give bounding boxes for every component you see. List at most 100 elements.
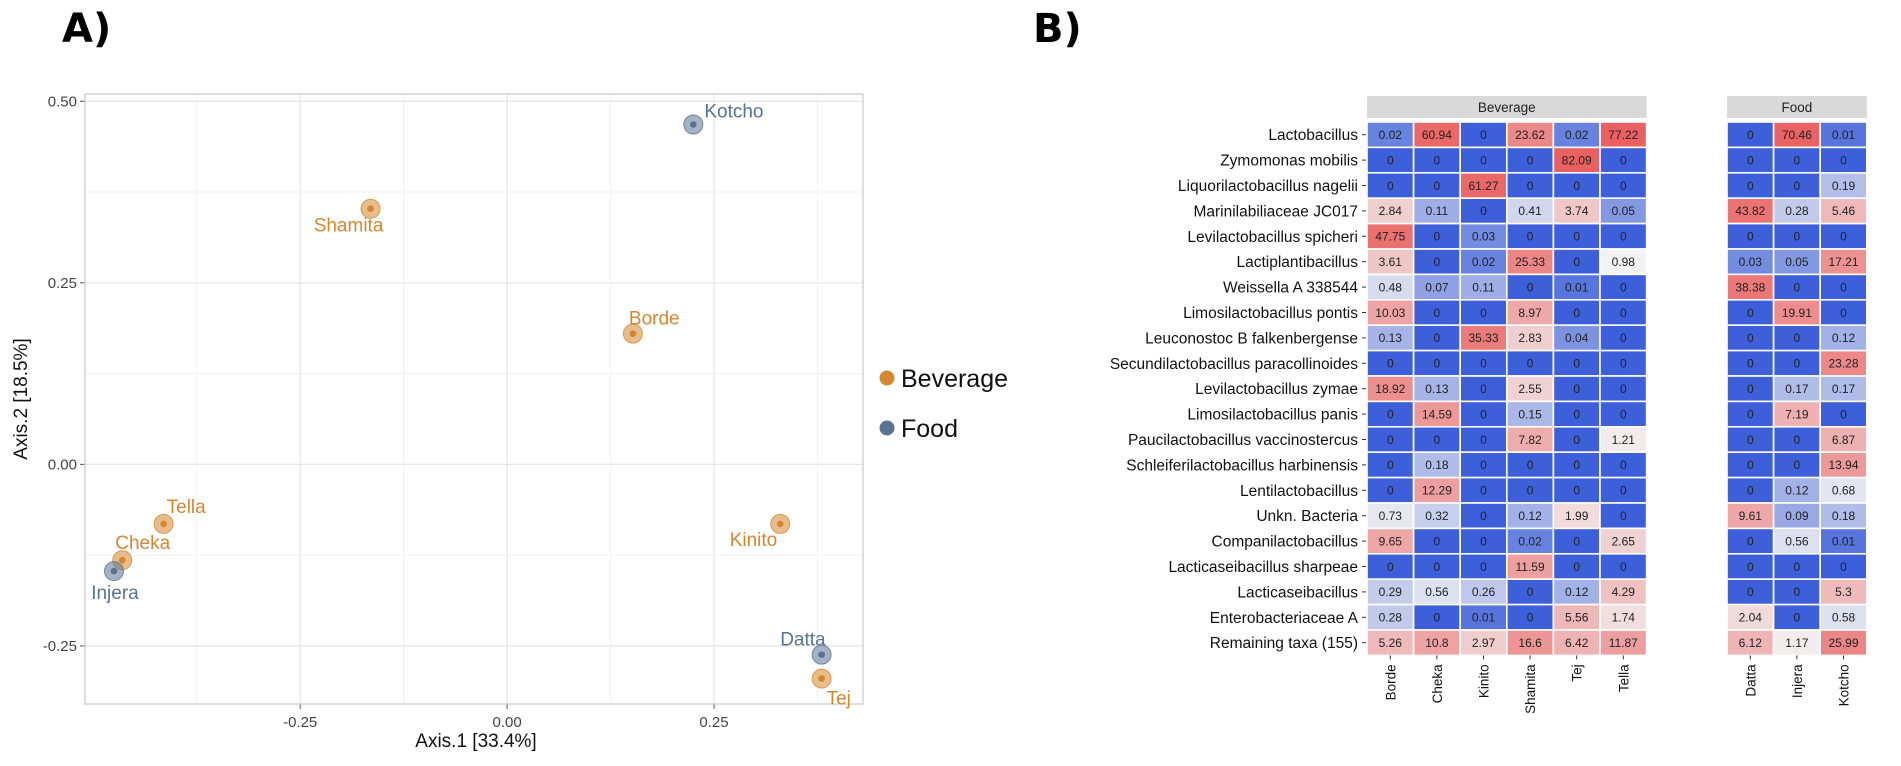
heatmap-cell-value: 0 [1527,611,1534,625]
heatmap-cell-value: 0 [1620,280,1627,294]
heatmap-cell [1506,222,1555,250]
heatmap-cell-value: 0 [1620,509,1627,523]
heatmap-cell-value: 8.97 [1518,306,1542,320]
heatmap-cell-value: 0 [1387,458,1394,472]
row-label: Lentilactobacillus [1240,483,1358,500]
heatmap-cell-value: 0.48 [1379,280,1403,294]
heatmap-cell-value: 0 [1434,611,1441,625]
heatmap-cell-value: 0 [1747,331,1754,345]
point-kinito [776,520,784,528]
heatmap-cell [1412,197,1461,225]
point-borde [629,330,637,337]
heatmap-cell-value: 0 [1527,585,1534,599]
heatmap-cell [1772,527,1821,555]
heatmap-cell-value: 0.02 [1472,255,1496,269]
legend-label-food: Food [901,415,958,443]
heatmap-cell-value: 0 [1747,560,1754,574]
heatmap-cell-value: 38.38 [1735,280,1765,294]
heatmap-cell-value: 0 [1527,230,1534,244]
heatmap-cell-value: 0 [1620,382,1627,396]
heatmap-cell [1552,425,1601,453]
heatmap-cell [1772,603,1821,631]
heatmap-cell-value: 35.33 [1468,331,1498,345]
heatmap-cell-value: 0 [1747,433,1754,447]
heatmap-cell [1552,172,1601,200]
heatmap-cell-value: 0 [1573,179,1580,193]
x-tick-label: 0.00 [493,714,522,731]
heatmap-cell-value: 0 [1480,382,1487,396]
heatmap-cell-value: 0 [1434,433,1441,447]
heatmap-cell-value: 5.46 [1832,204,1856,218]
heatmap-cell-value: 0 [1527,179,1534,193]
heatmap-cell-value: 0.29 [1379,585,1403,599]
legend-label-beverage: Beverage [901,365,1008,393]
heatmap-cell [1726,451,1775,479]
row-label: Enterobacteriaceae A [1210,610,1359,627]
row-label: Weissella A 338544 [1223,280,1358,297]
heatmap-cell-value: 0.12 [1785,484,1809,498]
x-tick-label: -0.25 [283,714,317,731]
heatmap-cell [1506,502,1555,530]
heatmap-cell-value: 0 [1573,534,1580,548]
heatmap-cell-value: 0 [1387,153,1394,167]
heatmap-cell-value: 2.84 [1379,204,1403,218]
heatmap-cell [1459,603,1508,631]
heatmap-cell [1599,248,1648,276]
facet-label-food: Food [1782,100,1813,115]
heatmap-cell-value: 0.12 [1832,331,1856,345]
heatmap-cell-value: 0 [1620,331,1627,345]
heatmap-cell-value: 0.32 [1425,509,1449,523]
heatmap-cell-value: 0 [1527,357,1534,371]
heatmap-cell-value: 0.01 [1832,128,1856,142]
heatmap-cell-value: 7.82 [1518,433,1542,447]
heatmap-cell-value: 0 [1794,230,1801,244]
heatmap-cell-value: 0.28 [1379,611,1403,625]
heatmap-cell-value: 5.3 [1835,585,1852,599]
heatmap-cell [1366,298,1415,326]
row-label: Levilactobacillus zymae [1195,381,1358,398]
point-label-datta: Datta [780,630,826,651]
y-tick-label: -0.25 [43,638,77,655]
row-label: Schleiferilactobacillus harbinensis [1126,457,1358,474]
heatmap-cell [1599,629,1648,657]
row-label: Lactobacillus [1268,127,1358,144]
column-label-cheka: Cheka [1430,664,1445,704]
heatmap-cell-value: 0 [1573,382,1580,396]
plot-background [85,94,863,704]
heatmap-cell-value: 0 [1794,585,1801,599]
heatmap-cell [1599,527,1648,555]
heatmap-cell-value: 0.68 [1832,484,1856,498]
heatmap-cell-value: 0.05 [1785,255,1809,269]
heatmap-cell [1599,324,1648,352]
point-label-tej: Tej [827,689,851,710]
heatmap-cell-value: 0.18 [1425,458,1449,472]
heatmap-cell-value: 0.19 [1832,179,1856,193]
heatmap-cell-value: 0 [1840,153,1847,167]
heatmap-cell [1459,527,1508,555]
heatmap-cell-value: 82.09 [1562,153,1592,167]
heatmap-cell-value: 0.17 [1832,382,1856,396]
heatmap-cell-value: 0.04 [1565,331,1589,345]
heatmap-cell-value: 0 [1573,357,1580,371]
heatmap-cell [1599,298,1648,326]
heatmap-cell-value: 0 [1794,179,1801,193]
heatmap-cell-value: 0.11 [1426,204,1449,218]
heatmap-cell [1412,425,1461,453]
heatmap-cell [1819,324,1868,352]
heatmap-cell [1459,298,1508,326]
column-label-kotcho: Kotcho [1837,664,1852,706]
heatmap-cell [1819,451,1868,479]
heatmap-cell-value: 0 [1527,484,1534,498]
heatmap-cell [1599,349,1648,377]
heatmap-cell-value: 0 [1480,433,1487,447]
heatmap-cell-value: 0 [1573,560,1580,574]
heatmap-cell [1726,172,1775,200]
row-label: Companilactobacillus [1212,534,1359,551]
heatmap-cell-value: 0 [1620,153,1627,167]
heatmap-cell-value: 0 [1573,433,1580,447]
heatmap-cell-value: 0.41 [1518,204,1542,218]
heatmap-cell [1366,375,1415,403]
heatmap-cell-value: 9.61 [1739,509,1763,523]
heatmap-cell-value: 6.87 [1832,433,1856,447]
heatmap-cell-value: 61.27 [1468,179,1498,193]
